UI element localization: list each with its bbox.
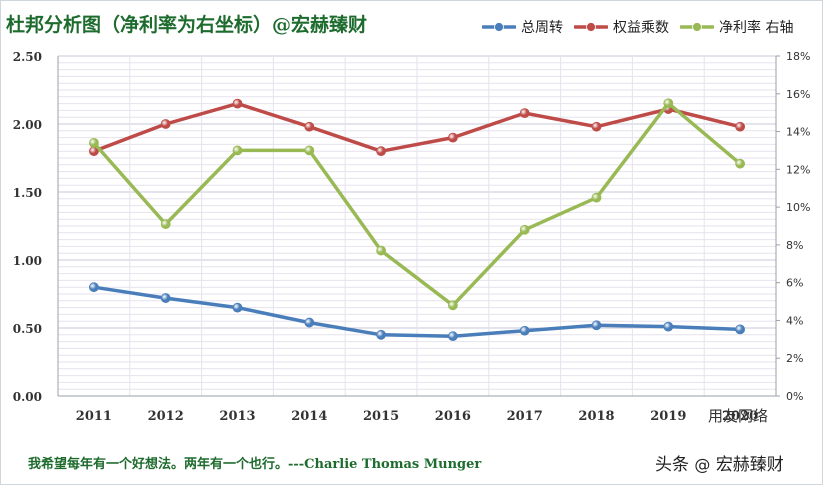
series-layer [89,98,745,342]
x-tick-label: 2014 [291,409,327,424]
data-point [376,329,387,340]
data-point [735,324,745,335]
data-point [304,121,315,132]
left-axis: 0.00 0.50 1.00 1.50 2.00 2.50 [13,50,59,404]
data-point [591,192,602,203]
data-point [735,158,745,169]
data-point [304,145,315,156]
data-point [735,121,745,132]
x-tick-label: 2011 [76,409,112,424]
data-point [89,282,99,293]
right-tick-label: 10% [786,201,810,214]
x-tick-label: 2020 [722,409,758,424]
data-point [304,317,315,328]
legend-swatch [482,22,516,32]
data-point [160,119,171,129]
data-point [376,146,387,157]
data-point [519,325,530,336]
left-tick-label: 1.50 [13,186,42,200]
right-tick-label: 8% [786,239,803,252]
data-point [232,145,243,156]
x-tick-label: 2015 [363,409,399,424]
right-tick-label: 4% [786,314,803,327]
right-tick-label: 12% [786,163,810,176]
data-point [591,320,602,331]
data-point [447,132,458,143]
legend-label: 净利率 右轴 [719,20,794,36]
left-tick-label: 1.00 [13,254,42,268]
data-point [89,137,99,148]
x-tick-label: 2013 [219,409,255,424]
left-tick-label: 0.50 [13,322,42,336]
right-tick-label: 18% [786,50,810,63]
brand-name: 宏赫臻财 [715,455,784,475]
series-line-3 [92,101,742,308]
x-tick-label: 2017 [507,409,543,424]
data-point [160,219,171,230]
right-tick-label: 6% [786,277,803,290]
legend-item: 权益乘数 [574,17,669,37]
legend-label: 总周转 [521,20,563,36]
left-tick-label: 0.00 [13,390,42,404]
x-tick-label: 2018 [578,409,614,424]
left-tick-label: 2.00 [13,118,42,132]
brand-watermark: 头条 @ 宏赫臻财 [655,450,784,475]
legend-swatch [680,22,714,32]
data-point [447,331,458,342]
at-icon: @ [694,455,711,474]
legend-item: 净利率 右轴 [680,17,793,37]
brand-prefix: 头条 [655,455,689,475]
right-tick-label: 16% [786,88,810,101]
series-line-2 [92,101,742,153]
data-point [591,121,602,132]
x-tick-label: 2016 [435,409,471,424]
right-tick-label: 14% [786,126,810,139]
data-point [376,245,387,256]
legend-item: 总周转 [482,17,563,37]
x-tick-label: 2012 [148,409,184,424]
data-point [663,321,674,332]
data-point [232,302,243,313]
x-axis: 2011 2012 2013 2014 2015 2016 2017 2018 2019 2020 [58,395,776,424]
right-tick-label: 2% [786,352,803,365]
series-line-1 [92,285,742,338]
legend-label: 权益乘数 [613,20,669,36]
legend-swatch [574,22,608,32]
data-point [160,293,171,303]
x-tick-label: 2019 [650,409,686,424]
right-tick-label: 0% [786,390,803,403]
right-axis: 0% 2% 4% 6% 8% 10% 12% 14% 16% 18% [775,50,810,403]
data-point [519,224,530,235]
data-point [232,98,243,109]
left-tick-label: 2.50 [13,50,42,64]
quote-text: 我希望每年有一个好想法。两年有一个也行。---Charlie Thomas Mu… [28,457,482,472]
chart-watermark: 用友网络 [708,407,769,425]
data-point [447,300,458,311]
chart-title: 杜邦分析图（净利率为右坐标）@宏赫臻财 [6,14,368,36]
data-point [519,108,530,119]
data-point [663,98,674,109]
